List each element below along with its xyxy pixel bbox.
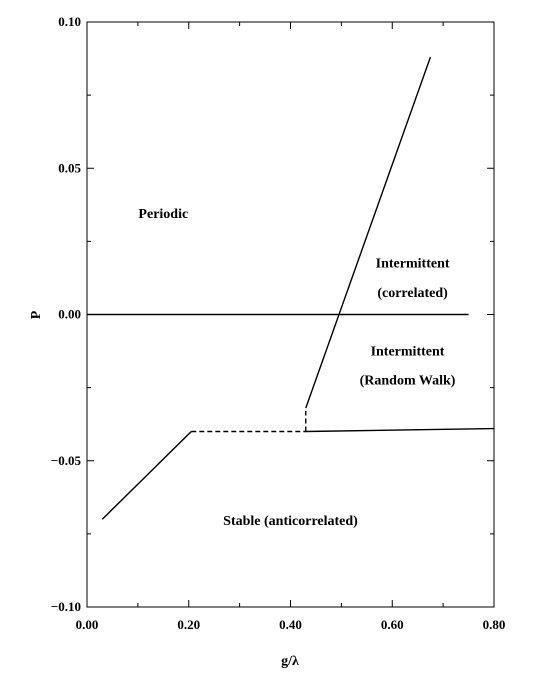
x-tick-label: 0.60 [381, 617, 404, 632]
y-tick-label: −0.05 [51, 453, 82, 468]
region-label: Intermittent [371, 344, 445, 359]
x-tick-label: 0.40 [279, 617, 302, 632]
y-axis-label: P [29, 310, 44, 319]
y-tick-label: 0.10 [58, 14, 81, 29]
region-label: (Random Walk) [360, 374, 456, 389]
boundary-line [305, 56, 432, 409]
y-tick-label: 0.00 [58, 307, 81, 322]
region-label: Intermittent [376, 257, 450, 272]
region-label: Periodic [138, 207, 188, 222]
y-tick-label: −0.10 [51, 599, 81, 614]
y-tick-label: 0.05 [58, 160, 81, 175]
x-axis-label: g/λ [281, 654, 299, 669]
region-label: (correlated) [377, 286, 448, 301]
region-labels: Periodic Intermittent (correlated) Intermit… [138, 207, 455, 529]
boundary-line [101, 431, 192, 520]
boundary-line [305, 427, 495, 433]
x-tick-label: 0.20 [177, 617, 200, 632]
x-tick-label: 0.80 [483, 617, 506, 632]
x-tick-label: 0.00 [76, 617, 99, 632]
axis-ticks: 0.00 0.20 0.40 0.60 0.80 −0.10 −0.05 0.00 0.05 0.… [51, 14, 506, 632]
region-label: Stable (anticorrelated) [223, 514, 358, 529]
series-lines [87, 56, 495, 520]
